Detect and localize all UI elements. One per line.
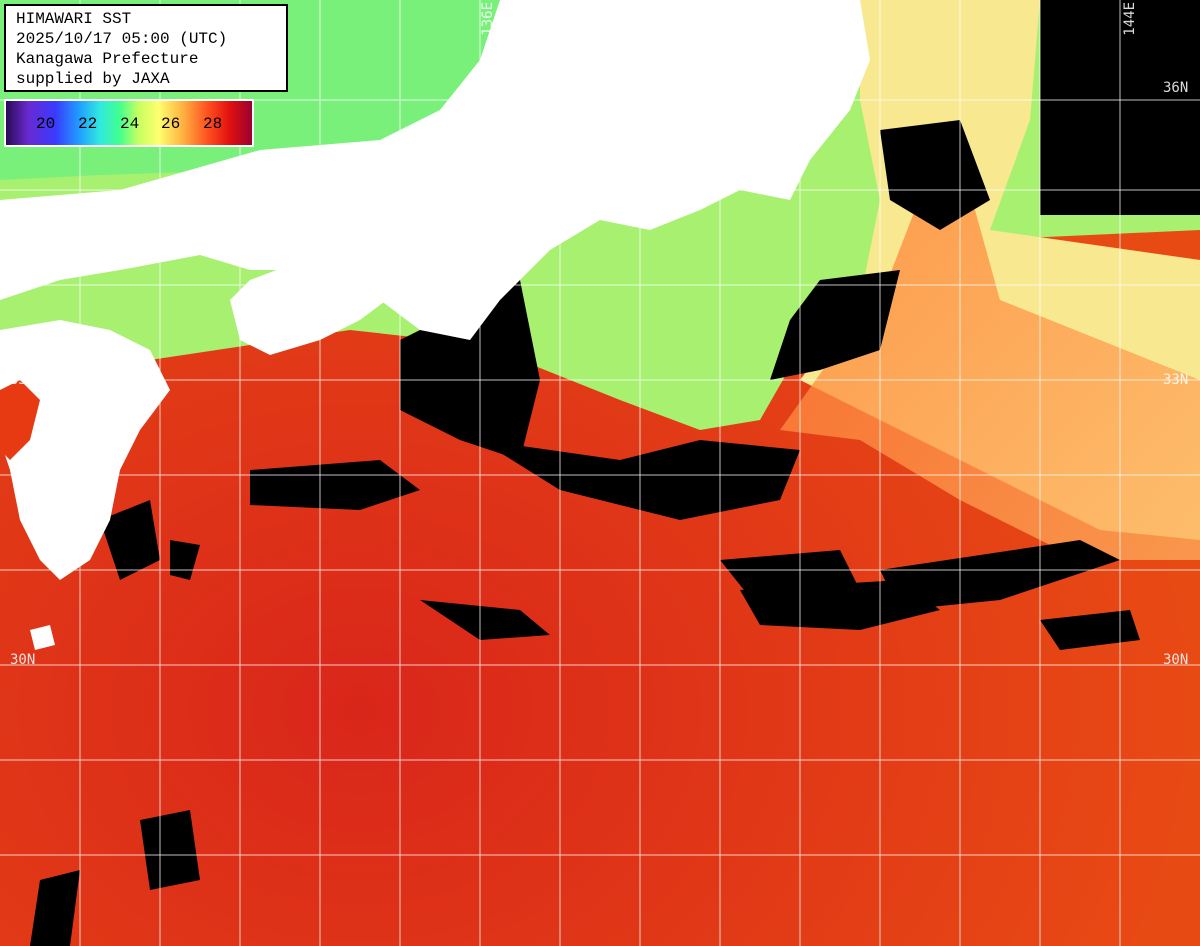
coastal-fringe	[0, 380, 40, 460]
tanegashima	[30, 625, 55, 650]
lat-label-33-left: 33	[10, 372, 27, 388]
kyushu	[0, 320, 170, 580]
lat-label-30n-right: 30N	[1163, 652, 1189, 668]
info-box: HIMAWARI SST 2025/10/17 05:00 (UTC) Kana…	[4, 4, 288, 92]
colorbar-label-24: 24	[120, 115, 140, 133]
lon-label-136e: 136E	[480, 2, 496, 36]
colorbar-label-28: 28	[203, 115, 223, 133]
land-mass	[0, 0, 870, 650]
lon-label-144e: 144E	[1122, 2, 1138, 36]
colorbar-label-26: 26	[161, 115, 181, 133]
info-timestamp: 2025/10/17 05:00 (UTC)	[16, 30, 228, 48]
shikoku	[230, 235, 420, 355]
sst-colorbar: 20 22 24 26 28	[4, 99, 254, 147]
honshu	[0, 0, 870, 340]
info-region: Kanagawa Prefecture	[16, 50, 199, 68]
info-source: supplied by JAXA	[16, 70, 170, 88]
colorbar-label-20: 20	[36, 115, 56, 133]
lat-label-30n-left: 30N	[10, 652, 36, 668]
info-title: HIMAWARI SST	[16, 10, 132, 28]
lat-label-36n: 36N	[1163, 80, 1189, 96]
colorbar-label-22: 22	[78, 115, 98, 133]
lat-label-33n: 33N	[1163, 372, 1189, 388]
orange-transition	[780, 120, 1200, 560]
